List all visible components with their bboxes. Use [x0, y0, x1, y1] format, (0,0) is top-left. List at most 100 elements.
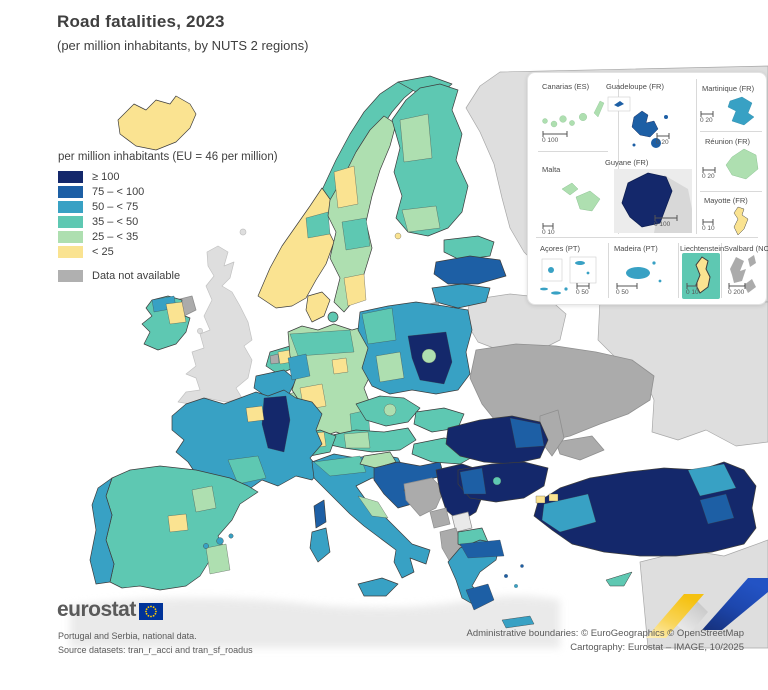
- inset-map-azores: [540, 256, 597, 295]
- scale-bar-icon: [702, 219, 714, 225]
- region-aegean-island: [520, 564, 524, 568]
- inset-divider: [700, 131, 762, 132]
- legend-swatch: [58, 185, 83, 198]
- scale-bar-icon: [656, 133, 670, 139]
- legend-item: 35 – < 50: [58, 214, 278, 229]
- scale-bar-mayotte: 0 10: [702, 219, 715, 233]
- region-sweden-west: [333, 165, 359, 209]
- ribbon-shadow: [676, 600, 708, 636]
- legend-swatch: [58, 170, 83, 183]
- region-corsica: [313, 499, 327, 529]
- inset-label-madeira: Madeira (PT): [614, 244, 658, 253]
- region-denmark-isles: [327, 311, 339, 323]
- region-italy-north: [313, 455, 367, 477]
- page-subtitle: (per million inhabitants, by NUTS 2 regi…: [57, 38, 309, 53]
- region-sweden: [327, 115, 397, 313]
- region-turkey-west: [541, 493, 597, 533]
- inset-divider: [678, 243, 679, 298]
- region-shetland: [239, 228, 247, 236]
- region-italy: [311, 453, 431, 579]
- region-turkey-east: [699, 493, 735, 525]
- scale-bar-icon: [542, 223, 554, 229]
- region-turkey-ne: [687, 463, 737, 497]
- scale-bar-icon: [686, 283, 698, 289]
- legend-item: 75 – < 100: [58, 184, 278, 199]
- inset-divider: [700, 191, 762, 192]
- region-finland-south: [401, 205, 441, 233]
- region-estonia: [443, 235, 495, 261]
- legend-title: per million inhabitants (EU = 46 per mil…: [58, 151, 278, 163]
- region-spain-ne: [191, 485, 217, 513]
- region-italy-adriatic: [357, 495, 389, 519]
- region-norway-inner: [305, 211, 331, 239]
- eurostat-logo: eurostat: [57, 598, 163, 622]
- inset-map-svalbard: [730, 255, 756, 293]
- region-great-britain: [177, 245, 253, 405]
- scale-bar-icon: [728, 283, 746, 289]
- inset-label-liechtenstein: Liechtenstein: [680, 244, 725, 253]
- inset-map-reunion: [725, 148, 759, 180]
- region-czechia-prague: [383, 403, 397, 417]
- scale-bar-guadeloupe: 0 20: [656, 133, 670, 147]
- region-france-south: [227, 455, 267, 485]
- legend-item-na: Data not available: [58, 268, 278, 283]
- region-austria-west: [343, 431, 371, 449]
- inset-divider: [608, 243, 609, 298]
- legend-label: 50 – < 75: [92, 200, 139, 213]
- region-istanbul-b: [548, 493, 559, 502]
- scale-bar-icon: [616, 283, 638, 289]
- inset-map-liechtenstein: [682, 253, 720, 299]
- inset-divider: [721, 243, 722, 298]
- region-russia-south: [597, 299, 768, 447]
- legend-item: 50 – < 75: [58, 199, 278, 214]
- region-poland-west: [361, 307, 397, 345]
- legend-label: ≥ 100: [92, 170, 120, 183]
- legend-swatch: [58, 200, 83, 213]
- legend-swatch: [58, 269, 83, 282]
- inset-label-guadeloupe: Guadeloupe (FR): [606, 82, 664, 91]
- legend-item: ≥ 100: [58, 169, 278, 184]
- decorative-ribbons: [646, 578, 768, 638]
- attribution-cartography: Cartography: Eurostat – IMAGE, 10/2025: [570, 642, 744, 653]
- overseas-insets-panel: Canarias (ES) Guadeloupe (FR) Martinique…: [527, 72, 768, 305]
- region-latvia: [433, 255, 507, 285]
- region-sardinia: [309, 527, 331, 563]
- footnote-source-datasets: Source datasets: tran_r_acci and tran_sf…: [58, 645, 253, 655]
- region-sweden-mid: [341, 217, 371, 251]
- inset-divider: [536, 237, 758, 238]
- region-bosnia: [403, 477, 445, 517]
- inset-map-guadeloupe: [607, 96, 668, 148]
- scale-bar-reunion: 0 20: [702, 167, 716, 181]
- legend-swatch: [58, 230, 83, 243]
- region-aland: [394, 232, 402, 240]
- inset-map-martinique: [727, 96, 755, 126]
- region-isle-of-man: [197, 328, 203, 334]
- region-balearics: [203, 533, 234, 549]
- region-bulgaria-sofia: [492, 476, 502, 486]
- scale-bar-liechtenstein: 0 10: [686, 283, 699, 297]
- legend-item: < 25: [58, 244, 278, 259]
- region-crimea: [555, 435, 605, 461]
- region-bulgaria-west: [459, 467, 487, 495]
- region-istanbul-a: [535, 495, 546, 504]
- scale-bar-svalbard: 0 200: [728, 283, 746, 297]
- region-greece-north: [459, 539, 505, 559]
- legend-swatch: [58, 215, 83, 228]
- inset-label-malta: Malta: [542, 165, 561, 174]
- inset-map-mayotte: [733, 206, 749, 236]
- scale-bar-icon: [700, 111, 714, 117]
- inset-label-mayotte: Mayotte (FR): [704, 196, 748, 205]
- inset-label-guyane: Guyane (FR): [605, 158, 649, 167]
- page-title: Road fatalities, 2023: [57, 12, 225, 31]
- region-romania-ne: [509, 417, 545, 449]
- region-denmark: [305, 291, 331, 323]
- inset-divider: [538, 151, 608, 152]
- region-netherlands-na: [269, 353, 280, 365]
- inset-map-canarias: [542, 100, 605, 128]
- scale-bar-icon: [654, 215, 678, 221]
- scale-bar-martinique: 0 20: [700, 111, 714, 125]
- region-sweden-south: [343, 273, 367, 307]
- scale-bar-azores: 0 50: [576, 283, 590, 297]
- legend: per million inhabitants (EU = 46 per mil…: [58, 151, 278, 283]
- inset-label-svalbard: Svalbard (NO): [724, 244, 768, 253]
